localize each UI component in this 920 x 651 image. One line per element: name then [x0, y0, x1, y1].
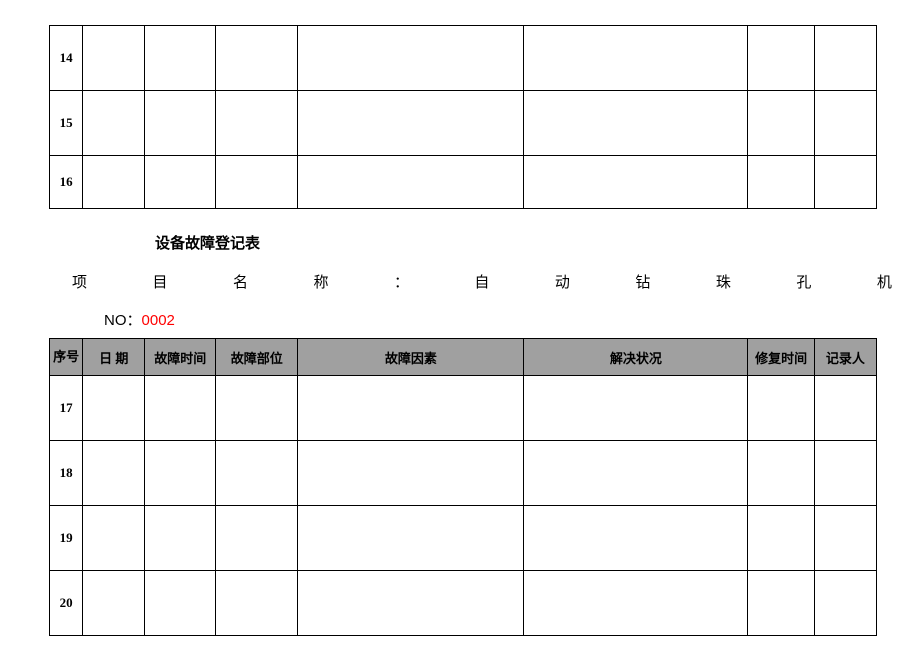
fault-cause-cell: [298, 26, 524, 91]
project-char: 机: [877, 271, 892, 292]
date-cell: [83, 91, 145, 156]
repair-time-cell: [748, 91, 815, 156]
solution-cell: [524, 91, 748, 156]
project-char: 项: [72, 271, 87, 292]
table-row: 19: [50, 506, 877, 571]
fault-cause-cell: [298, 571, 524, 636]
date-cell: [83, 506, 145, 571]
solution-cell: [524, 441, 748, 506]
seq-cell: 18: [50, 441, 83, 506]
header-date: 日 期: [83, 339, 145, 376]
fault-part-cell: [216, 376, 298, 441]
recorder-cell: [814, 441, 876, 506]
seq-cell: 15: [50, 91, 83, 156]
fault-part-cell: [216, 26, 298, 91]
recorder-cell: [814, 26, 876, 91]
form-title: 设备故障登记表: [155, 232, 920, 253]
solution-cell: [524, 376, 748, 441]
project-char: 名: [233, 271, 248, 292]
top-continuation-table: 14 15 16: [49, 25, 877, 209]
solution-cell: [524, 156, 748, 209]
header-seq: 序号: [50, 339, 83, 376]
project-char: 自: [474, 271, 489, 292]
project-char: 动: [555, 271, 570, 292]
project-char: 目: [152, 271, 167, 292]
header-repair-time: 修复时间: [748, 339, 815, 376]
repair-time-cell: [748, 441, 815, 506]
fault-cause-cell: [298, 91, 524, 156]
repair-time-cell: [748, 506, 815, 571]
document-number: NO：0002: [104, 309, 920, 330]
fault-time-cell: [145, 571, 216, 636]
recorder-cell: [814, 571, 876, 636]
table-row: 15: [50, 91, 877, 156]
date-cell: [83, 376, 145, 441]
table-row: 18: [50, 441, 877, 506]
fault-time-cell: [145, 156, 216, 209]
fault-time-cell: [145, 376, 216, 441]
header-fault-cause: 故障因素: [298, 339, 524, 376]
fault-time-cell: [145, 26, 216, 91]
recorder-cell: [814, 376, 876, 441]
project-char: 孔: [796, 271, 811, 292]
table-header-row: 序号 日 期 故障时间 故障部位 故障因素 解决状况 修复时间 记录人: [50, 339, 877, 376]
fault-cause-cell: [298, 441, 524, 506]
recorder-cell: [814, 91, 876, 156]
seq-cell: 14: [50, 26, 83, 91]
seq-cell: 20: [50, 571, 83, 636]
table-row: 16: [50, 156, 877, 209]
project-name-line: 项 目 名 称 ： 自 动 钻 珠 孔 机: [72, 271, 920, 292]
recorder-cell: [814, 156, 876, 209]
table-row: 20: [50, 571, 877, 636]
table-row: 17: [50, 376, 877, 441]
solution-cell: [524, 571, 748, 636]
date-cell: [83, 156, 145, 209]
seq-cell: 17: [50, 376, 83, 441]
main-fault-table: 序号 日 期 故障时间 故障部位 故障因素 解决状况 修复时间 记录人 17 1…: [49, 338, 877, 636]
date-cell: [83, 26, 145, 91]
repair-time-cell: [748, 376, 815, 441]
date-cell: [83, 571, 145, 636]
fault-time-cell: [145, 91, 216, 156]
repair-time-cell: [748, 26, 815, 91]
project-char: 钻: [635, 271, 650, 292]
header-fault-time: 故障时间: [145, 339, 216, 376]
header-solution: 解决状况: [524, 339, 748, 376]
seq-cell: 16: [50, 156, 83, 209]
fault-cause-cell: [298, 376, 524, 441]
recorder-cell: [814, 506, 876, 571]
table-row: 14: [50, 26, 877, 91]
header-recorder: 记录人: [814, 339, 876, 376]
no-number: 0002: [142, 312, 175, 329]
fault-cause-cell: [298, 506, 524, 571]
project-char: 称: [313, 271, 328, 292]
fault-part-cell: [216, 91, 298, 156]
project-char: ：: [394, 271, 409, 292]
seq-cell: 19: [50, 506, 83, 571]
fault-part-cell: [216, 156, 298, 209]
fault-cause-cell: [298, 156, 524, 209]
repair-time-cell: [748, 571, 815, 636]
fault-time-cell: [145, 506, 216, 571]
no-label: NO：: [104, 312, 142, 329]
project-char: 珠: [716, 271, 731, 292]
fault-part-cell: [216, 506, 298, 571]
fault-time-cell: [145, 441, 216, 506]
fault-part-cell: [216, 571, 298, 636]
solution-cell: [524, 506, 748, 571]
solution-cell: [524, 26, 748, 91]
fault-part-cell: [216, 441, 298, 506]
header-fault-part: 故障部位: [216, 339, 298, 376]
date-cell: [83, 441, 145, 506]
repair-time-cell: [748, 156, 815, 209]
